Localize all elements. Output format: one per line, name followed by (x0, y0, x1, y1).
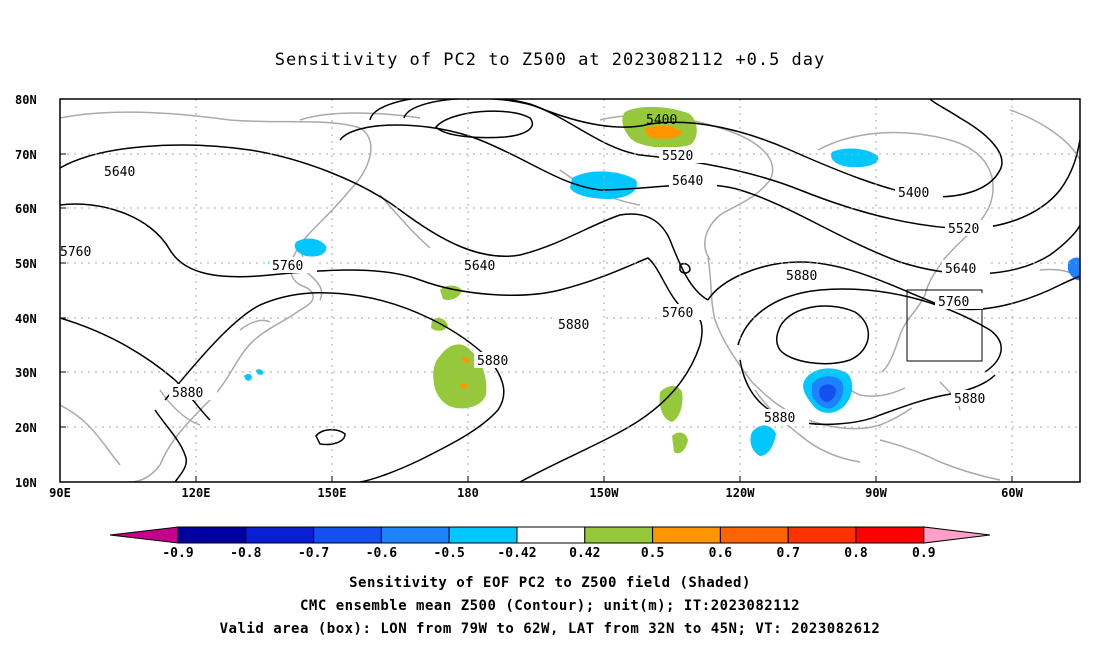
valid-area-box (906, 289, 983, 362)
lat-label: 60N (15, 202, 37, 216)
colorbar-swatch (855, 526, 925, 544)
lon-label: 150W (590, 486, 620, 500)
contour-label: 5640 (104, 165, 135, 180)
contour-label: 5640 (464, 259, 495, 274)
colorbar-tick-label: -0.5 (434, 546, 465, 561)
colorbar-arrow-low (109, 526, 179, 544)
contour-label: 5760 (938, 295, 969, 310)
lon-label: 90E (49, 486, 71, 500)
colorbar-swatch (448, 526, 518, 544)
colorbar-swatch (516, 526, 586, 544)
contour-label: 5880 (558, 318, 589, 333)
lat-label: 20N (15, 421, 37, 435)
contour-label: 5640 (672, 174, 703, 189)
lat-label: 70N (15, 148, 37, 162)
contour-label: 5880 (764, 411, 795, 426)
axis-ticks (60, 153, 1013, 482)
colorbar-swatch (313, 526, 382, 544)
contour-5880-east-pacific (519, 313, 703, 482)
colorbar-swatch (245, 526, 315, 544)
contour-label: 5880 (172, 386, 203, 401)
lat-label: 40N (15, 312, 37, 326)
colorbar-tick-label: 0.42 (569, 546, 600, 561)
caption-valid-area: Valid area (box): LON from 79W to 62W, L… (219, 621, 881, 637)
colorbar: -0.9 -0.8 -0.7 -0.6 -0.5 -0.42 0.42 0.5 0.6 0.7 0.… (109, 526, 991, 561)
graticule (60, 99, 1080, 482)
contour-small-ring (679, 262, 691, 274)
colorbar-tick-label: -0.42 (497, 546, 536, 561)
colorbar-tick-label: -0.8 (230, 546, 261, 561)
lat-label: 50N (15, 257, 37, 271)
caption-contour: CMC ensemble mean Z500 (Contour); unit(m… (299, 598, 800, 614)
colorbar-tick-label: -0.7 (298, 546, 329, 561)
latitude-labels: 80N 70N 60N 50N 40N 30N 20N 10N (15, 93, 37, 490)
contour-high-ring (775, 305, 870, 365)
lon-label: 150E (318, 486, 347, 500)
z500-contours (60, 99, 1080, 482)
contour-5880-gulf (737, 288, 1002, 373)
map-title: Sensitivity of PC2 to Z500 at 2023082112… (274, 50, 826, 70)
colorbar-swatch (584, 526, 654, 544)
lat-label: 30N (15, 366, 37, 380)
contour-label: 5760 (60, 245, 91, 260)
lon-label: 120W (726, 486, 756, 500)
contour-5640-west (60, 144, 709, 301)
colorbar-arrow-high (923, 526, 991, 544)
colorbar-swatch (719, 526, 789, 544)
contour-label: 5520 (948, 222, 979, 237)
colorbar-swatch (787, 526, 857, 544)
contour-label: 5400 (646, 113, 677, 128)
contour-5880-north-pacific (60, 317, 211, 421)
contour-label: 5760 (662, 306, 693, 321)
longitude-labels: 90E 120E 150E 180 150W 120W 90W 60W (49, 486, 1023, 500)
colorbar-tick-label: -0.6 (366, 546, 397, 561)
colorbar-swatch (380, 526, 450, 544)
contour-5760-east (707, 261, 1080, 311)
contour-labels: 5640 5760 5760 5640 5640 5520 5400 5400 … (57, 113, 999, 426)
contour-5640-east (339, 124, 1080, 275)
colorbar-tick-label: 0.9 (912, 546, 935, 561)
colorbar-tick-label: 0.6 (709, 546, 733, 561)
contour-5760-west (60, 203, 691, 316)
lon-label: 180 (457, 486, 479, 500)
caption-shaded: Sensitivity of EOF PC2 to Z500 field (Sh… (349, 575, 751, 591)
colorbar-tick-label: 0.5 (641, 546, 664, 561)
contour-5880-pacific-ridge (164, 292, 505, 482)
contour-low-ring (435, 110, 534, 139)
contour-5520 (369, 99, 1080, 230)
coastlines (60, 109, 1080, 482)
contour-label: 5880 (954, 392, 985, 407)
colorbar-tick-label: 0.7 (776, 546, 799, 561)
contour-label: 5400 (898, 186, 929, 201)
contour-label: 5880 (786, 269, 817, 284)
lon-label: 90W (865, 486, 887, 500)
colorbar-swatch (177, 526, 247, 544)
contour-label: 5520 (662, 149, 693, 164)
plot-frame (59, 98, 1081, 483)
contour-japan-ring (315, 429, 346, 446)
contour-label: 5880 (477, 354, 508, 369)
contour-label: 5640 (945, 262, 976, 277)
colorbar-tick-label: -0.9 (162, 546, 193, 561)
colorbar-tick-label: 0.8 (844, 546, 868, 561)
colorbar-swatch (652, 526, 721, 544)
lon-label: 120E (182, 486, 211, 500)
lon-label: 60W (1001, 486, 1023, 500)
contour-5880-west-pacific (154, 409, 187, 482)
contour-label: 5760 (272, 259, 303, 274)
lat-label: 10N (15, 476, 37, 490)
lat-label: 80N (15, 93, 37, 107)
